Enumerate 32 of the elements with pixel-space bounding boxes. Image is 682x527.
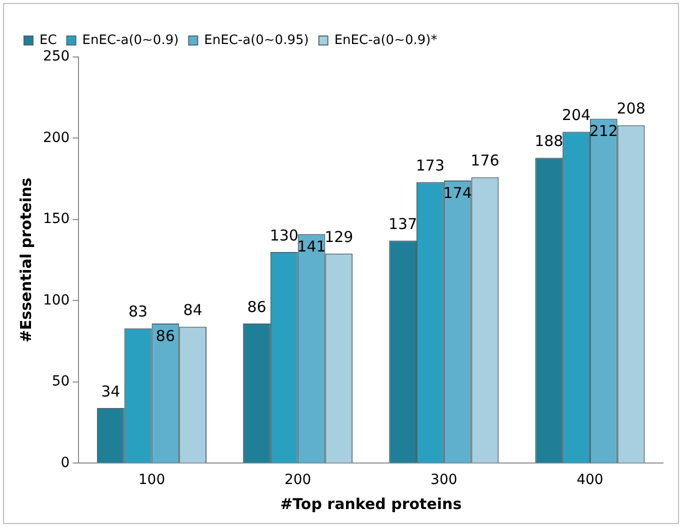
y-axis-title: #Essential proteins [16,178,35,343]
x-tick-label: 200 [284,472,312,488]
x-axis-title: #Top ranked proteins [280,494,462,513]
data-label: 173 [416,156,445,174]
data-label: 83 [128,302,148,321]
x-tick-label: 100 [138,472,166,488]
data-label: 176 [470,152,500,170]
legend-label: EnEC-a(0~0.9)* [334,32,438,48]
x-tick-label: 400 [576,472,604,488]
data-label: 129 [324,228,354,246]
data-label: 137 [388,214,418,233]
data-label: 141 [297,237,326,256]
y-tick-label: 250 [42,48,70,65]
data-label: 130 [270,226,298,244]
legend-label: EnEC-a(0~0.95) [204,32,309,48]
data-label: 188 [534,132,564,150]
legend-label: EC [40,32,57,48]
data-label: 174 [443,184,472,202]
y-tick-label: 0 [60,454,70,471]
legend-label: EnEC-a(0~0.9) [82,32,179,48]
data-label: 84 [183,301,202,320]
data-label: 34 [101,382,120,400]
data-label: 212 [589,122,618,140]
y-tick-label: 50 [52,374,70,390]
y-tick-label: 100 [42,292,70,308]
data-label: 208 [616,100,646,118]
data-label: 204 [562,106,591,124]
data-label: 86 [247,298,266,316]
y-tick-label: 150 [42,211,70,228]
x-tick-label: 300 [430,472,458,488]
y-tick-label: 200 [42,130,70,146]
data-label: 86 [156,326,175,345]
